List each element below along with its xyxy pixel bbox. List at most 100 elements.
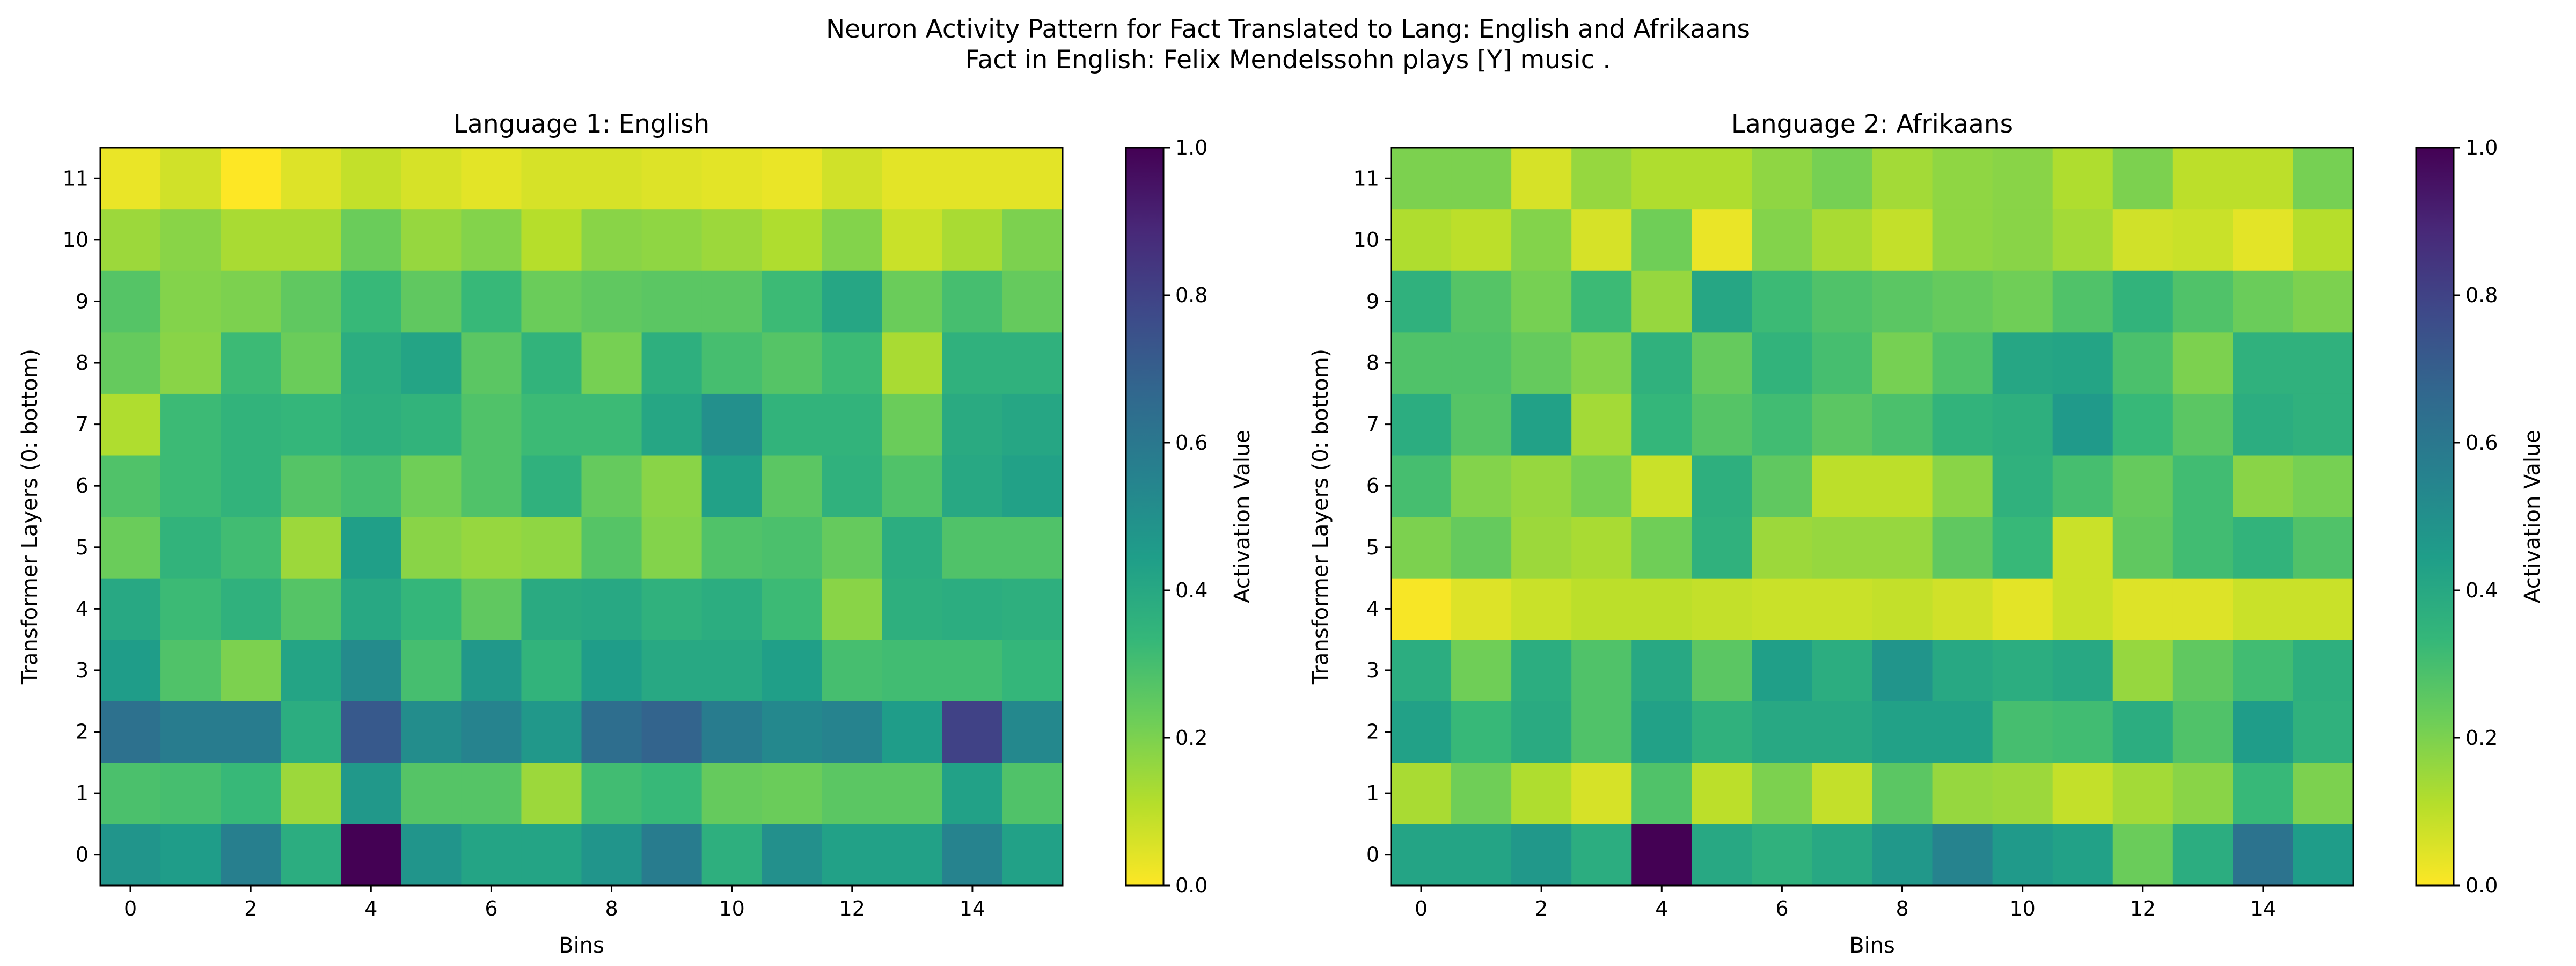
heatmap-cell	[581, 578, 642, 640]
heatmap-cell	[1451, 209, 1512, 271]
heatmap-cell	[1692, 393, 1752, 456]
heatmap-cell	[2233, 148, 2294, 210]
heatmap-cell	[1451, 455, 1512, 517]
heatmap-cell	[341, 516, 401, 579]
heatmap-cell	[1511, 455, 1572, 517]
heatmap-cell	[762, 578, 823, 640]
heatmap-cell	[2172, 701, 2234, 763]
heatmap-cell	[1451, 332, 1512, 394]
heatmap-title: Language 2: Afrikaans	[1731, 109, 2013, 139]
heatmap-cell	[641, 639, 702, 701]
heatmap-cell	[1571, 332, 1632, 394]
heatmap-cell	[581, 824, 642, 886]
heatmap-cell	[1391, 393, 1452, 456]
heatmap-cell	[1002, 516, 1063, 579]
heatmap-cell	[1391, 578, 1452, 640]
heatmap-cell	[2233, 455, 2294, 517]
heatmap-cell	[2112, 824, 2174, 886]
heatmap-cell	[2233, 393, 2294, 456]
heatmap-cell	[1812, 701, 1873, 763]
heatmap-cell	[1511, 270, 1572, 333]
heatmap-cell	[1451, 148, 1512, 210]
heatmap-cell	[2112, 270, 2174, 333]
y-tick-label: 2	[1366, 720, 1379, 744]
heatmap-cell	[1752, 824, 1813, 886]
y-tick-label: 1	[76, 781, 89, 805]
colorbar-gradient	[2415, 147, 2455, 887]
heatmap-cell	[1872, 209, 1933, 271]
heatmap-cell	[1391, 209, 1452, 271]
heatmap-cell	[942, 516, 1003, 579]
heatmap-cell	[1752, 639, 1813, 701]
heatmap-cell	[1692, 148, 1752, 210]
heatmap-cell	[1992, 148, 2053, 210]
heatmap-cell	[521, 270, 582, 333]
heatmap-cell	[701, 701, 763, 763]
heatmap-cell	[1002, 270, 1063, 333]
heatmap-cell	[521, 393, 582, 456]
y-tick-label: 1	[1366, 781, 1379, 805]
heatmap-cell	[1752, 332, 1813, 394]
heatmap-cell	[1872, 824, 1933, 886]
heatmap-cell	[1812, 270, 1873, 333]
heatmap-cell	[160, 332, 221, 394]
heatmap-cell	[701, 270, 763, 333]
heatmap-cell	[2293, 701, 2354, 763]
x-tick-label: 10	[719, 897, 744, 920]
y-tick-label: 8	[1366, 351, 1379, 375]
heatmap-cell	[1451, 393, 1512, 456]
heatmap-cell	[2172, 824, 2234, 886]
heatmap-cell	[1511, 824, 1572, 886]
x-tick-label: 8	[605, 897, 618, 920]
colorbar-label: Activation Value	[2520, 430, 2545, 603]
heatmap-cell	[1511, 762, 1572, 825]
heatmap-cell	[160, 824, 221, 886]
heatmap-cell	[2112, 332, 2174, 394]
heatmap-cell	[2233, 270, 2294, 333]
y-tick-label: 5	[76, 536, 89, 559]
heatmap-cell	[2052, 701, 2113, 763]
heatmap-cell	[1451, 516, 1512, 579]
heatmap-cell	[1631, 824, 1692, 886]
heatmap-cell	[1872, 148, 1933, 210]
heatmap-cell	[461, 578, 522, 640]
heatmap-cell	[1992, 332, 2053, 394]
heatmap-cell	[1451, 824, 1512, 886]
heatmap-cell	[221, 393, 281, 456]
colorbar-tick-label: 0.6	[1175, 431, 1208, 455]
heatmap-cell	[2293, 393, 2354, 456]
heatmap-cell	[281, 762, 341, 825]
heatmap-cell	[1451, 578, 1512, 640]
x-tick-label: 14	[960, 897, 985, 920]
heatmap-cell	[1002, 762, 1063, 825]
heatmap-cell	[461, 393, 522, 456]
heatmap-cell	[641, 455, 702, 517]
heatmap-cell	[762, 701, 823, 763]
heatmap-cell	[2293, 332, 2354, 394]
heatmap-cell	[2293, 270, 2354, 333]
heatmap-cell	[281, 516, 341, 579]
heatmap-cell	[1571, 270, 1632, 333]
heatmap-cell	[1812, 209, 1873, 271]
heatmap-cell	[1752, 393, 1813, 456]
heatmap-cell	[641, 762, 702, 825]
colorbar-tick-label: 1.0	[1175, 136, 1208, 159]
heatmap-cell	[1932, 209, 1993, 271]
heatmap-cell	[2052, 148, 2113, 210]
heatmap-cell	[461, 270, 522, 333]
colorbar-tick-label: 0.4	[1175, 579, 1208, 602]
heatmap-cell	[822, 824, 883, 886]
heatmap-cell	[942, 824, 1003, 886]
heatmap-cell	[641, 148, 702, 210]
heatmap-cell	[1451, 762, 1512, 825]
heatmap-cell	[1391, 148, 1452, 210]
heatmap-cell	[1752, 578, 1813, 640]
heatmap-cell	[221, 824, 281, 886]
heatmap-cell	[1571, 209, 1632, 271]
heatmap-cell	[701, 516, 763, 579]
heatmap-cell	[160, 148, 221, 210]
y-axis-label: Transformer Layers (0: bottom)	[18, 349, 42, 685]
heatmap-cell	[1692, 639, 1752, 701]
heatmap-cell	[221, 148, 281, 210]
